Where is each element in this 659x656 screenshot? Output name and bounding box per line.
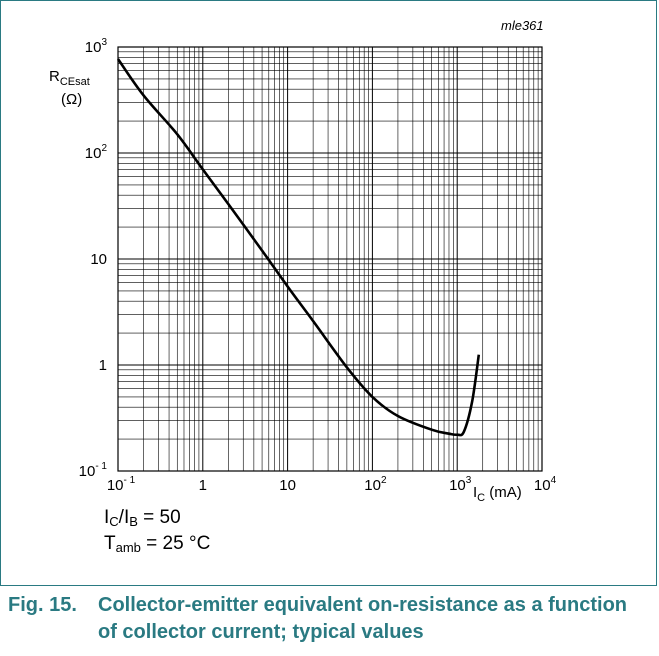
x-tick-label: 10- 1 [107,475,136,494]
grid [117,47,542,472]
y-tick-label: 1 [99,357,107,374]
x-tick-label: 102 [364,475,387,494]
figure-code: mle361 [501,18,544,33]
x-tick-label: 10 [279,477,296,494]
x-tick-label: 103 [449,475,472,494]
x-tick-label: 104 [534,475,557,494]
y-axis-unit: (Ω) [61,91,82,108]
y-tick-label: 103 [85,37,108,56]
plot-area-border [117,46,543,472]
y-tick-labels: 10- 1 1 10 102 103 [79,37,108,480]
x-tick-labels: 10- 1 1 10 102 103 104 [107,475,557,494]
figure-frame: 10- 1 1 10 102 103 104 10- 1 1 10 102 103 mle361 … [0,0,657,586]
condition-ratio: IC/IB = 50 [104,507,181,529]
y-tick-label: 10- 1 [79,461,108,480]
y-tick-label: 10 [90,251,107,268]
x-axis-label: IC (mA) [473,484,522,504]
figure-number: Fig. 15. [8,594,77,616]
y-tick-label: 102 [85,143,108,162]
y-axis-label: RCEsat [49,68,90,88]
figure-caption-text: Collector-emitter equivalent on-resistan… [98,594,628,643]
x-tick-label: 1 [199,477,207,494]
condition-temperature: Tamb = 25 °C [104,533,211,555]
series-line [116,58,481,437]
